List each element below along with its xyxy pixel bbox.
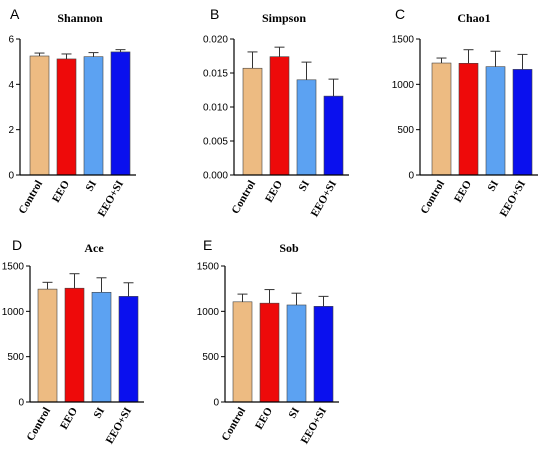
bar-eeo — [259, 302, 280, 403]
category-label-si: SI — [92, 406, 108, 421]
panel-letter: D — [12, 237, 22, 253]
y-tick-label: 1000 — [392, 80, 415, 91]
y-tick-label: 1000 — [2, 307, 25, 318]
y-tick-label: 500 — [202, 352, 219, 363]
category-label-eeo-plus-si: EEO+SI — [498, 179, 528, 220]
bar-si — [485, 66, 506, 176]
category-label-eeo: EEO — [58, 405, 80, 432]
y-tick-label: 0.000 — [203, 171, 228, 182]
y-tick-label: 500 — [397, 125, 414, 136]
y-tick-label: 1500 — [2, 262, 25, 273]
y-tick-label: 0 — [213, 398, 219, 409]
category-label-eeo: EEO — [263, 178, 285, 205]
category-label-eeo-plus-si: EEO+SI — [309, 179, 339, 220]
y-tick-label: 4 — [8, 80, 14, 91]
panel-title: Chao1 — [457, 11, 490, 25]
panel-title: Shannon — [57, 11, 103, 25]
bar-eeo-plus-si — [512, 69, 533, 176]
y-tick-label: 0.005 — [203, 137, 228, 148]
category-label-eeo-plus-si: EEO+SI — [104, 406, 134, 447]
bar-control — [29, 55, 50, 176]
category-label-eeo-plus-si: EEO+SI — [96, 179, 126, 220]
y-tick-label: 0.010 — [203, 103, 228, 114]
category-label-eeo-plus-si: EEO+SI — [299, 406, 329, 447]
y-tick-label: 0 — [8, 171, 14, 182]
y-tick-label: 1500 — [197, 262, 220, 273]
panel-letter: C — [395, 6, 405, 22]
category-label-control: Control — [24, 406, 53, 444]
panel-letter: A — [10, 6, 20, 22]
panel-title: Sob — [279, 241, 299, 255]
bar-eeo — [56, 58, 77, 176]
y-tick-label: 1000 — [197, 307, 220, 318]
y-tick-label: 0 — [408, 171, 414, 182]
bar-eeo — [64, 287, 85, 403]
bar-control — [431, 62, 452, 176]
category-label-eeo: EEO — [452, 178, 474, 205]
bar-control — [242, 67, 263, 176]
category-label-control: Control — [418, 179, 447, 217]
bar-eeo-plus-si — [313, 306, 334, 403]
category-label-si: SI — [486, 179, 502, 194]
bar-eeo — [458, 62, 479, 176]
y-tick-label: 1500 — [392, 35, 415, 46]
bar-eeo — [269, 56, 290, 176]
y-tick-label: 500 — [7, 352, 24, 363]
category-label-si: SI — [287, 406, 303, 421]
category-label-eeo: EEO — [50, 178, 72, 205]
panel-title: Simpson — [262, 11, 306, 25]
bar-eeo-plus-si — [118, 296, 139, 403]
panel-letter: B — [210, 6, 219, 22]
category-label-eeo: EEO — [253, 405, 275, 432]
bar-si — [83, 56, 104, 176]
y-tick-label: 0.015 — [203, 69, 228, 80]
y-tick-label: 0.020 — [203, 35, 228, 46]
y-tick-label: 0 — [18, 398, 24, 409]
bar-control — [37, 288, 58, 403]
bar-control — [232, 301, 253, 403]
y-tick-label: 2 — [8, 125, 14, 136]
bar-eeo-plus-si — [110, 51, 131, 176]
bar-si — [286, 304, 307, 403]
panel-title: Ace — [84, 241, 104, 255]
category-label-control: Control — [219, 406, 248, 444]
panel-letter: E — [203, 237, 212, 253]
category-label-si: SI — [297, 179, 313, 194]
bar-si — [296, 79, 317, 176]
bar-eeo-plus-si — [323, 95, 344, 176]
bar-si — [91, 291, 112, 403]
y-tick-label: 6 — [8, 35, 14, 46]
category-label-control: Control — [229, 179, 258, 217]
category-label-control: Control — [16, 179, 45, 217]
category-label-si: SI — [84, 179, 100, 194]
